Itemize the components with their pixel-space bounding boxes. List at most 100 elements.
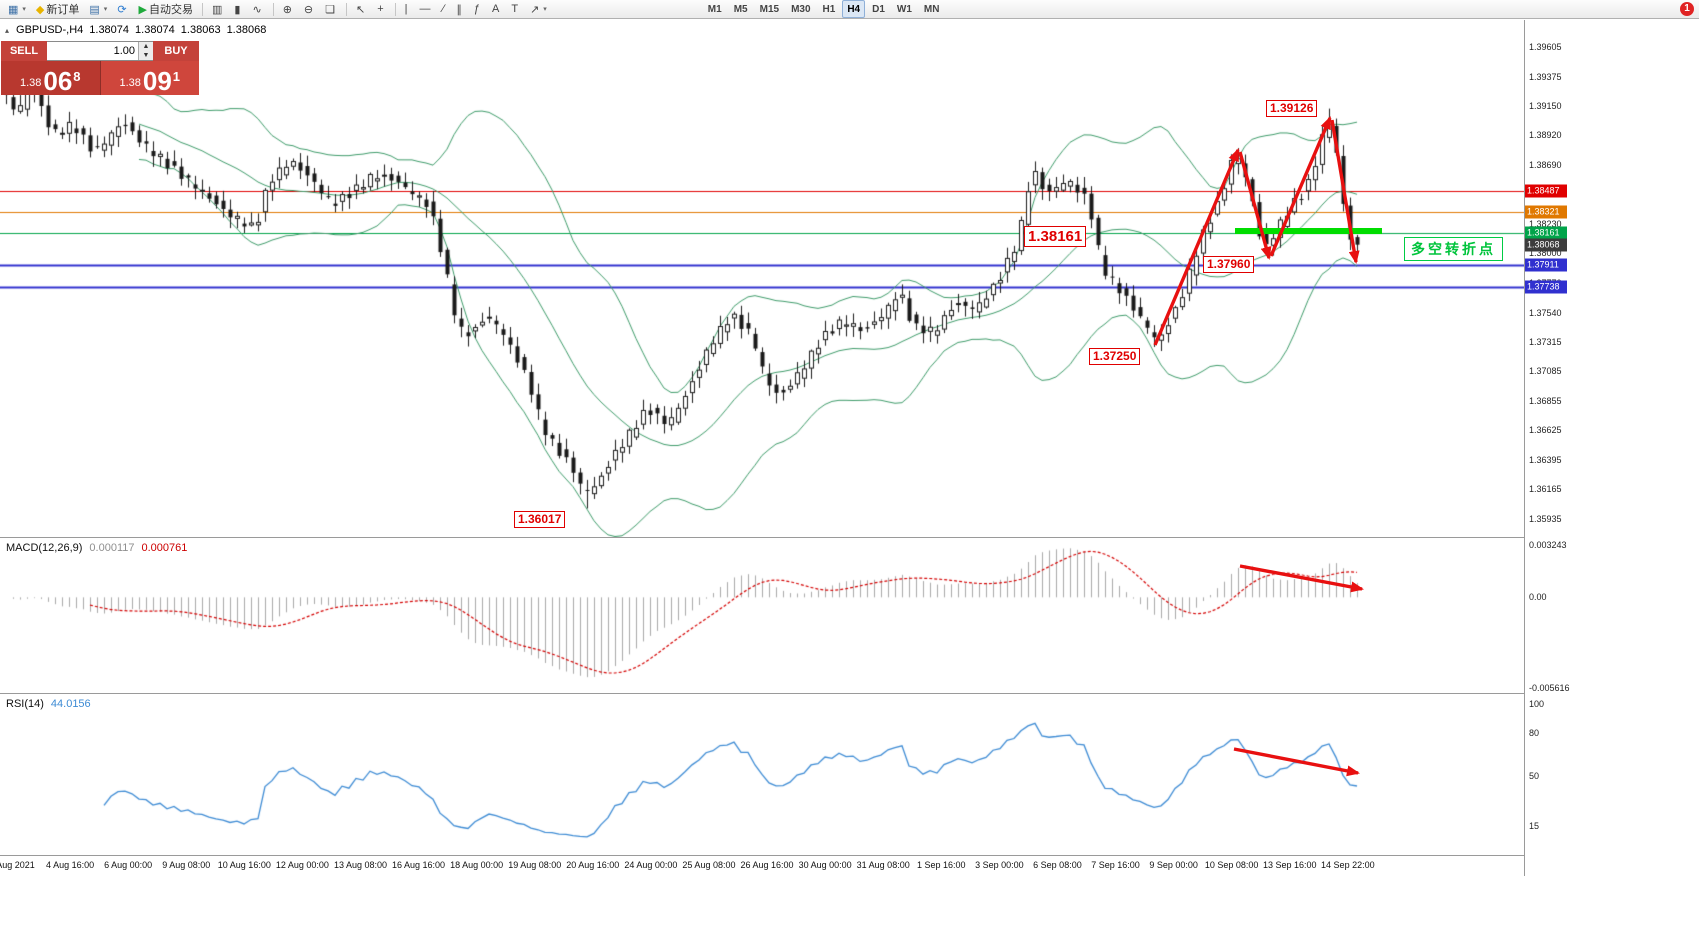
price-tick: 1.39605 [1529, 42, 1562, 52]
price-annotation[interactable]: 1.36017 [514, 511, 566, 528]
macd-indicator-label: MACD(12,26,9) 0.000117 0.000761 [6, 542, 187, 554]
tf-m5-button[interactable]: M5 [729, 0, 753, 18]
price-chart-canvas[interactable] [0, 20, 1524, 537]
volume-spinner[interactable]: ▲ ▼ [138, 42, 153, 60]
text-label-icon: T [511, 3, 519, 15]
buy-price[interactable]: 1.38 09 1 [99, 61, 199, 96]
line-chart-button[interactable]: ∿ [248, 0, 267, 18]
zoom-in-button[interactable]: ⊕ [279, 0, 298, 18]
new-chart-caret-icon[interactable]: ▾ [22, 6, 26, 13]
time-label: 6 Sep 08:00 [1033, 860, 1082, 870]
buy-price-big: 09 [142, 66, 172, 96]
sell-price-pip: 8 [73, 69, 81, 84]
new-order-button[interactable]: ◆ 新订单 [32, 0, 83, 18]
cursor-button[interactable]: ↖ [352, 0, 371, 18]
ohlc-low: 1.38063 [180, 24, 221, 36]
new-chart-button[interactable]: ▦ ▾ [4, 0, 30, 18]
trendline-button[interactable]: ∕ [439, 0, 451, 18]
tf-mn-label: MN [923, 3, 940, 15]
one-click-toggle-icon[interactable]: ▴ [5, 25, 10, 35]
tf-w1-button[interactable]: W1 [892, 0, 917, 18]
arrows-tool-button[interactable]: ↗ ▾ [526, 0, 551, 18]
sell-price-prefix: 1.38 [19, 77, 42, 89]
panel-splitter-macd[interactable] [0, 537, 1524, 538]
note-label[interactable]: 多空转折点 [1404, 237, 1503, 261]
symbol-timeframe: GBPUSD-,H4 [16, 24, 84, 36]
rsi-tick: 100 [1529, 699, 1545, 710]
tf-m30-button[interactable]: M30 [786, 0, 815, 18]
autotrading-button[interactable]: ▶ 自动交易 [135, 0, 197, 18]
toolbar-separator [346, 2, 347, 16]
price-annotation[interactable]: 1.37960 [1203, 256, 1255, 273]
line-chart-icon: ∿ [252, 3, 262, 16]
tf-h1-button[interactable]: H1 [818, 0, 841, 18]
rsi-tick: 50 [1529, 771, 1540, 782]
chart-profiles-caret-icon[interactable]: ▾ [103, 6, 108, 13]
tile-windows-icon: ❏ [325, 3, 335, 16]
equidistant-channel-button[interactable]: ∥ [452, 0, 468, 18]
time-label: 6 Aug 00:00 [104, 860, 153, 870]
price-tick: 1.36625 [1529, 425, 1562, 436]
refresh-button[interactable]: ⟳ [113, 0, 132, 18]
price-tick: 1.38000 [1529, 248, 1562, 259]
chart-profiles-button[interactable]: ▤ ▾ [85, 0, 111, 18]
volume-value[interactable]: 1.00 [113, 45, 135, 57]
time-label: 13 Aug 08:00 [333, 860, 387, 870]
equidistant-channel-icon: ∥ [456, 3, 462, 16]
price-tick: 1.37315 [1529, 336, 1562, 347]
time-label: 14 Sep 22:00 [1321, 860, 1375, 870]
buy-price-prefix: 1.38 [119, 77, 141, 89]
crosshair-button[interactable]: + [373, 0, 389, 18]
time-axis[interactable]: 4 Aug 2021 4 Aug 16:00 6 Aug 00:00 9 Aug 08… [0, 855, 1524, 877]
volume-up-icon[interactable]: ▲ [142, 43, 150, 50]
candlestick-chart-button[interactable]: ▮ [230, 0, 246, 18]
vertical-line-button[interactable]: | [401, 0, 414, 18]
chart-ohlc-header: ▴ GBPUSD-,H4 1.38074 1.38074 1.38063 1.3… [5, 24, 266, 36]
tf-mn-button[interactable]: MN [919, 0, 945, 18]
tf-w1-label: W1 [896, 3, 912, 15]
tile-windows-button[interactable]: ❏ [321, 0, 341, 18]
time-label: 3 Sep 00:00 [975, 860, 1024, 870]
macd-tick: 0.00 [1529, 592, 1547, 603]
macd-value-main: 0.000117 [89, 542, 135, 554]
bar-chart-button[interactable]: ▥ [208, 0, 228, 18]
notification-badge[interactable]: 1 [1680, 2, 1694, 16]
tf-m1-button[interactable]: M1 [703, 0, 727, 18]
tf-m1-label: M1 [707, 3, 722, 15]
time-label: 26 Aug 16:00 [740, 860, 794, 870]
refresh-icon: ⟳ [117, 3, 127, 16]
tf-m15-button[interactable]: M15 [755, 0, 784, 18]
ohlc-close: 1.38068 [226, 24, 267, 36]
time-label: 18 Aug 00:00 [450, 860, 504, 870]
time-label: 9 Sep 00:00 [1149, 860, 1198, 870]
tf-d1-button[interactable]: D1 [867, 0, 890, 18]
arrows-tool-caret-icon[interactable]: ▾ [543, 6, 547, 13]
time-label: 1 Sep 16:00 [916, 860, 966, 870]
support-highlight-bar[interactable] [1235, 227, 1382, 234]
text-icon: A [491, 3, 500, 15]
macd-panel-canvas[interactable] [0, 538, 1524, 693]
zoom-out-icon: ⊖ [303, 3, 314, 16]
buy-button[interactable]: BUY [153, 41, 199, 61]
price-annotation[interactable]: 1.37250 [1089, 348, 1141, 365]
sell-price[interactable]: 1.38 06 8 [1, 61, 100, 95]
toolbar: ▦ ▾ ◆ 新订单 ▤ ▾ ⟳ ▶ 自动交易 ▥ ▮ ∿ ⊕ ⊖ ❏ ↖ + | — ∕ ∥ ƒ A T ↗ ▾ M1 M5 M15 M3… [0, 0, 1699, 19]
price-annotation[interactable]: 1.39126 [1266, 100, 1318, 117]
rsi-panel-canvas[interactable] [0, 694, 1524, 855]
price-annotation[interactable]: 1.38161 [1024, 226, 1087, 247]
price-scale[interactable]: 1.39605 1.39375 1.39150 1.38920 1.38690 1.384… [1524, 20, 1572, 876]
vertical-line-icon: | [404, 3, 408, 15]
panel-splitter-rsi[interactable] [0, 693, 1524, 694]
price-tick: 1.38920 [1529, 130, 1562, 141]
text-button[interactable]: A [488, 0, 505, 18]
macd-name: MACD(12,26,9) [6, 542, 83, 554]
volume-input[interactable]: 1.00 ▲ ▼ [47, 41, 153, 61]
horizontal-line-button[interactable]: — [416, 0, 437, 18]
sell-button[interactable]: SELL [1, 41, 47, 61]
tf-h4-button[interactable]: H4 [842, 0, 866, 18]
volume-down-icon[interactable]: ▼ [142, 52, 150, 59]
zoom-out-button[interactable]: ⊖ [300, 0, 319, 18]
text-label-button[interactable]: T [507, 0, 524, 18]
fibonacci-button[interactable]: ƒ [470, 0, 486, 18]
time-label: 19 Aug 08:00 [508, 860, 562, 870]
